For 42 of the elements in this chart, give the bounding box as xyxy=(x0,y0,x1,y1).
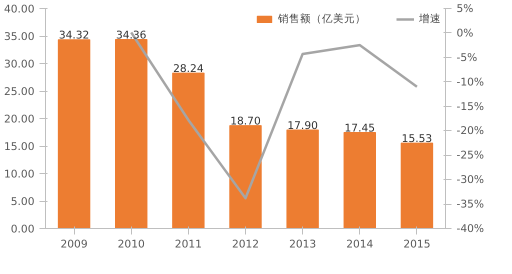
y2-tick-label: 5% xyxy=(456,2,474,15)
y-tick-label: 10.00 xyxy=(4,168,35,180)
data-label: 34.36 xyxy=(116,28,147,42)
bar xyxy=(344,132,376,228)
bar xyxy=(58,39,90,228)
data-label: 28.24 xyxy=(173,62,204,76)
y-tick-label: 15.00 xyxy=(4,140,35,153)
data-label: 15.53 xyxy=(402,132,432,146)
x-tick-label: 2010 xyxy=(118,238,145,250)
x-tick-label: 2009 xyxy=(60,238,88,250)
data-label: 18.70 xyxy=(230,114,261,128)
bar xyxy=(172,72,205,228)
y-tick-label: 40.00 xyxy=(4,2,35,16)
y-tick-label: 25.00 xyxy=(4,85,35,98)
bar xyxy=(229,125,262,228)
y2-tick-label: -30% xyxy=(456,173,484,186)
y2-tick-label: -5% xyxy=(456,50,478,64)
y2-tick-label: -40% xyxy=(456,222,484,235)
y2-tick-label: -10% xyxy=(456,75,484,88)
x-tick-label: 2015 xyxy=(403,238,430,250)
y-tick-label: 30.00 xyxy=(4,58,35,70)
legend-label: 销售额（亿美元） xyxy=(278,12,366,26)
bar xyxy=(400,142,434,228)
x-tick-label: 2013 xyxy=(289,238,316,250)
data-label: 17.45 xyxy=(344,122,376,135)
y-tick-label: 20.00 xyxy=(4,112,35,126)
x-tick-label: 2014 xyxy=(346,238,374,250)
y-tick-label: 5.00 xyxy=(10,195,35,208)
data-label: 17.90 xyxy=(287,119,318,132)
y2-tick-label: -25% xyxy=(456,148,484,162)
y-tick-label: 0.00 xyxy=(10,222,35,236)
y-tick-label: 35.00 xyxy=(4,30,35,43)
bar xyxy=(115,39,148,228)
data-label: 34.32 xyxy=(58,28,90,42)
x-tick-label: 2011 xyxy=(174,238,202,250)
y2-tick-label: -20% xyxy=(456,124,484,138)
y2-tick-label: -35% xyxy=(456,198,484,211)
legend-label: 增速 xyxy=(419,12,441,26)
y2-tick-label: 0% xyxy=(456,26,474,40)
bar xyxy=(286,130,319,228)
y2-tick-label: -15% xyxy=(456,100,484,113)
x-tick-label: 2012 xyxy=(232,238,260,250)
